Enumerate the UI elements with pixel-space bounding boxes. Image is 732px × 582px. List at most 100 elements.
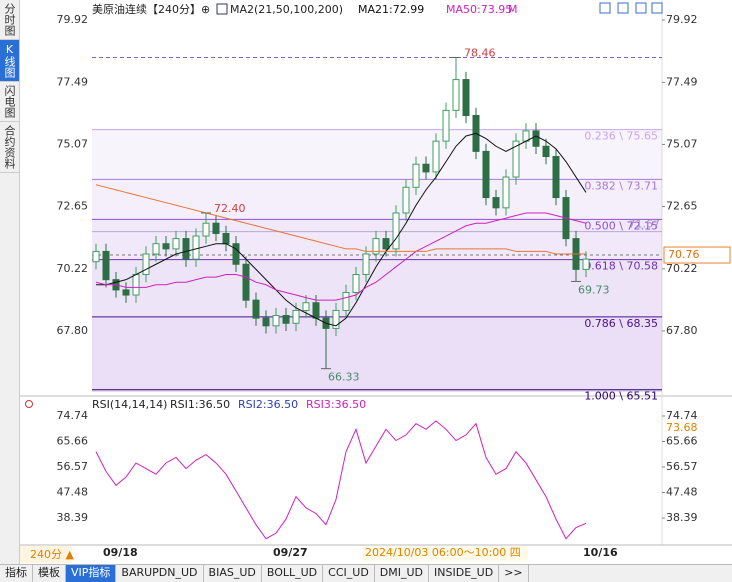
candle-body	[192, 235, 200, 260]
candle-body	[142, 253, 150, 276]
candle-body	[262, 317, 270, 327]
toolbar-tab[interactable]: 指标	[0, 565, 33, 582]
candle-body	[222, 232, 230, 245]
y-tick-label: 79.92	[57, 13, 89, 26]
candle-body	[172, 238, 180, 250]
candle-body	[292, 309, 300, 324]
rsi-title: RSI(14,14,14)	[92, 398, 167, 411]
low-label: 66.33	[328, 371, 360, 384]
toolbar-tab[interactable]: BIAS_UD	[204, 565, 262, 582]
fib-band	[92, 389, 662, 392]
candle-body	[362, 253, 370, 276]
y-tick-label: 56.57	[666, 460, 698, 473]
toolbar-tab[interactable]: BARUPDN_UD	[116, 565, 204, 582]
high-label: 72.40	[214, 202, 246, 215]
candle-body	[482, 150, 490, 199]
candle-body	[402, 186, 410, 214]
ma-line	[95, 184, 586, 255]
candle-body	[272, 315, 280, 327]
period-box[interactable]	[20, 546, 72, 563]
y-tick-label: 38.39	[666, 511, 698, 524]
candle-body	[242, 263, 250, 301]
candle-body	[252, 299, 260, 319]
y-tick-label: 47.48	[57, 485, 89, 498]
icon[interactable]	[635, 2, 647, 14]
candle-body	[372, 238, 380, 255]
rsi-legend: RSI2:36.50	[238, 398, 298, 411]
candle-body	[162, 243, 170, 250]
toolbar-tab[interactable]: DMI_UD	[375, 565, 430, 582]
candle-body	[332, 309, 340, 329]
y-tick-label: 65.66	[666, 434, 698, 447]
period[interactable]: 240分 ▲	[30, 548, 74, 561]
candle-body	[542, 145, 550, 158]
settings-icon[interactable]	[25, 400, 33, 408]
fib-label: 1.000 \ 65.51	[584, 390, 658, 403]
rsi-line	[95, 420, 587, 540]
candle-body	[432, 140, 440, 173]
sidebar-tab[interactable]: K线图	[0, 40, 19, 82]
fib-label: 0.236 \ 75.65	[584, 130, 658, 143]
legend-tail: M	[508, 3, 518, 16]
rsi-legend: RSI1:36.50	[170, 398, 230, 411]
candle-body	[512, 140, 520, 178]
fib-label: 0.786 \ 68.35	[584, 317, 658, 330]
candle-body	[212, 222, 220, 234]
toolbar-tab[interactable]: CCI_UD	[323, 565, 375, 582]
y-tick-label: 72.65	[57, 200, 89, 213]
x-tick-label: 09/27	[273, 546, 308, 559]
note-label: 71.67	[629, 218, 661, 231]
candle-body	[152, 243, 160, 255]
sidebar: 分时图 K线图 闪电图 合约资料	[0, 0, 20, 564]
candle-body	[352, 274, 360, 293]
candle-body	[122, 289, 130, 296]
icon[interactable]	[651, 2, 663, 14]
candle-body	[582, 258, 590, 270]
candle-body	[412, 163, 420, 188]
y-tick-label: 70.22	[666, 262, 698, 275]
candle-body	[202, 222, 210, 237]
last-price-box	[663, 246, 731, 264]
y-tick-label: 70.22	[57, 262, 89, 275]
candle-body	[182, 238, 190, 260]
y-tick-label: 79.92	[666, 13, 698, 26]
y-tick-label: 77.49	[666, 75, 698, 88]
icon[interactable]	[617, 2, 629, 14]
candle-body	[302, 302, 310, 311]
rsi-legend: RSI3:36.50	[306, 398, 366, 411]
candle-body	[502, 176, 510, 209]
candle-body	[342, 291, 350, 311]
candle-body	[232, 243, 240, 265]
candle-body	[282, 315, 290, 324]
toolbar-tab[interactable]: >>	[499, 565, 529, 582]
icon[interactable]	[216, 3, 228, 15]
y-tick-label: 47.48	[666, 485, 698, 498]
candle-body	[312, 302, 320, 319]
toolbar-tab[interactable]: 模板	[33, 565, 66, 582]
low-label: 69.73	[578, 283, 610, 296]
sidebar-tab[interactable]: 合约资料	[0, 122, 19, 173]
crosshair-box	[362, 546, 528, 561]
x-tick-label: 09/18	[103, 546, 138, 559]
sidebar-tab[interactable]: 分时图	[0, 0, 19, 40]
fib-label: 0.382 \ 73.71	[584, 179, 658, 192]
y-tick-label: 67.80	[57, 324, 89, 337]
toolbar-icons[interactable]	[599, 2, 663, 14]
candle-body	[392, 212, 400, 250]
candle-body	[92, 250, 100, 263]
fib-band	[92, 179, 662, 220]
toolbar-tab[interactable]: INSIDE_UD	[429, 565, 500, 582]
icon[interactable]	[599, 2, 611, 14]
toolbar-tab[interactable]: BOLL_UD	[262, 565, 324, 582]
y-tick-label: 67.80	[666, 324, 698, 337]
candle-body	[462, 79, 470, 116]
sidebar-tab[interactable]: 闪电图	[0, 82, 19, 122]
ma-line	[95, 212, 587, 301]
candle-body	[532, 130, 540, 147]
y-tick-label: 75.07	[57, 137, 89, 150]
toolbar-tab[interactable]: VIP指标	[66, 565, 117, 582]
chart: 美原油连续【240分】⊕ MA2(21,50,100,200) M RSI(14…	[20, 0, 732, 564]
ma-line	[96, 132, 587, 327]
y-tick-label: 74.74	[57, 409, 89, 422]
